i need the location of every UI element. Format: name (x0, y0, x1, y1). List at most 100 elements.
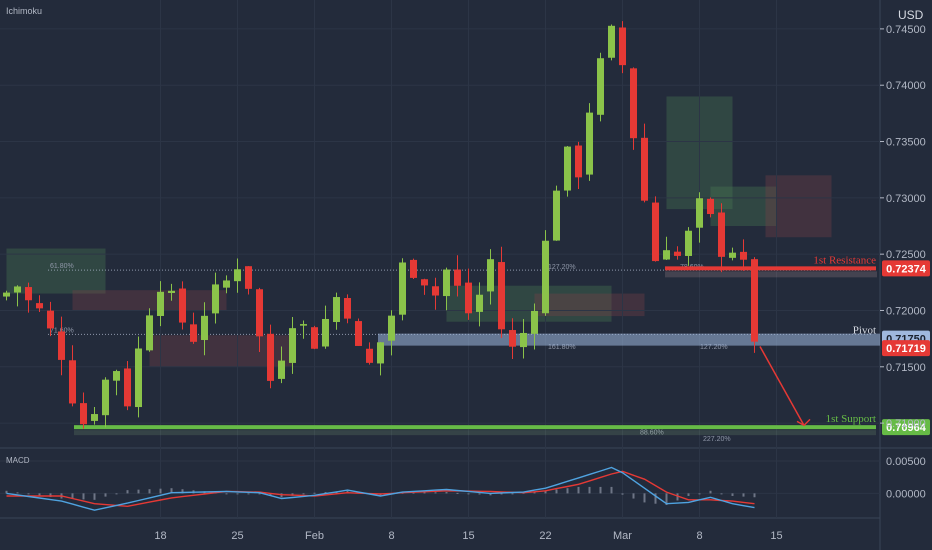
candle-body (267, 333, 274, 381)
candle-body (410, 259, 417, 278)
candle-body (311, 327, 318, 349)
candle-body (520, 332, 527, 348)
candle-body (674, 251, 681, 256)
candle-body (641, 137, 648, 201)
macd-histogram-bar (49, 493, 52, 497)
macd-histogram-bar (412, 492, 415, 494)
macd-histogram-bar (720, 493, 723, 495)
price-tick-label: 0.73500 (886, 137, 926, 149)
macd-histogram-bar (38, 493, 41, 496)
time-tick-label: 8 (388, 530, 394, 542)
macd-pane (0, 460, 880, 511)
macd-histogram-bar (104, 493, 107, 497)
candle-body (498, 262, 505, 330)
macd-histogram-bar (731, 493, 734, 496)
macd-histogram-bar (170, 488, 173, 494)
macd-histogram-bar (533, 491, 536, 494)
candle-body (421, 279, 428, 286)
macd-histogram-bar (445, 492, 448, 494)
candle-body (47, 310, 54, 329)
candle-body (91, 414, 98, 421)
candlestick-series (3, 21, 758, 429)
candle-body (564, 146, 571, 191)
macd-histogram-bar (665, 493, 668, 506)
macd-histogram-bar (324, 492, 327, 494)
candle-body (212, 284, 219, 314)
macd-histogram-bar (577, 486, 580, 494)
candle-body (300, 324, 307, 326)
candle-body (256, 289, 263, 337)
macd-histogram-bar (159, 488, 162, 494)
macd-histogram-bar (709, 490, 712, 494)
candle-body (146, 315, 153, 351)
candle-body (509, 330, 516, 347)
candle-body (223, 280, 230, 288)
candle-body (135, 348, 142, 408)
fib-percent-label: 161.80% (548, 344, 576, 351)
price-badge (882, 419, 930, 436)
macd-tick-label: 0.00000 (886, 488, 926, 500)
last-price-text: 0.71719 (886, 343, 926, 355)
ichimoku-cloud (6, 96, 832, 367)
currency-label: USD (898, 8, 924, 22)
resistance-hatch (665, 271, 877, 278)
candle-body (14, 286, 21, 293)
ichimoku-cloud-segment (6, 248, 106, 294)
macd-histogram-bar (621, 493, 624, 495)
macd-histogram-bar (742, 493, 745, 497)
price-tick-label: 0.74500 (886, 24, 926, 36)
candle-body (729, 252, 736, 258)
resistance-label: 1st Resistance (813, 254, 876, 266)
pivot-label: Pivot (853, 325, 876, 337)
macd-histogram-bar (467, 493, 470, 495)
candle-body (157, 291, 164, 316)
time-tick-label: 15 (770, 530, 782, 542)
candle-body (542, 240, 549, 314)
price-tick-label: 0.74000 (886, 80, 926, 92)
candle-body (36, 303, 43, 309)
macd-histogram-bar (489, 493, 492, 496)
macd-histogram-bar (302, 493, 305, 495)
time-tick-label: 15 (462, 530, 474, 542)
time-tick-label: Feb (305, 530, 324, 542)
time-tick-label: 8 (696, 530, 702, 542)
macd-histogram-bar (632, 493, 635, 499)
candle-body (355, 321, 362, 346)
projection-line (759, 346, 805, 426)
candle-body (553, 190, 560, 241)
candle-body (333, 297, 340, 323)
macd-tick-label: 0.00500 (886, 456, 926, 468)
macd-signal-line (6, 470, 755, 508)
support-line (74, 425, 876, 430)
macd-histogram-bar (5, 490, 8, 494)
candle-body (476, 294, 483, 312)
price-tick-label: 0.71000 (886, 418, 926, 430)
macd-histogram-bar (643, 493, 646, 503)
price-tick-label: 0.72500 (886, 249, 926, 261)
candle-body (388, 315, 395, 341)
candle-body (366, 348, 373, 363)
candle-body (575, 145, 582, 178)
macd-histogram-bar (148, 489, 151, 494)
ichimoku-cloud-segment (765, 175, 832, 238)
macd-histogram-bar (500, 493, 503, 495)
candle-body (443, 269, 450, 297)
macd-line (6, 466, 755, 511)
candle-body (696, 198, 703, 228)
macd-histogram-bar (236, 493, 239, 495)
macd-histogram-bar (676, 493, 679, 501)
candle-body (80, 403, 87, 425)
price-badge-text: 0.70964 (886, 422, 927, 434)
macd-histogram-bar (687, 493, 690, 496)
macd-histogram-bar (115, 493, 118, 495)
projection-arrowhead (796, 418, 811, 427)
fib-line-label: 61.80% (50, 263, 74, 270)
candle-body (707, 198, 714, 215)
fib-percent-label: 127.20% (548, 264, 576, 271)
macd-histogram-bar (313, 492, 316, 494)
candle-body (454, 269, 461, 286)
candle-body (685, 230, 692, 256)
projection-arrow (759, 346, 811, 427)
macd-histogram-bar (555, 489, 558, 494)
